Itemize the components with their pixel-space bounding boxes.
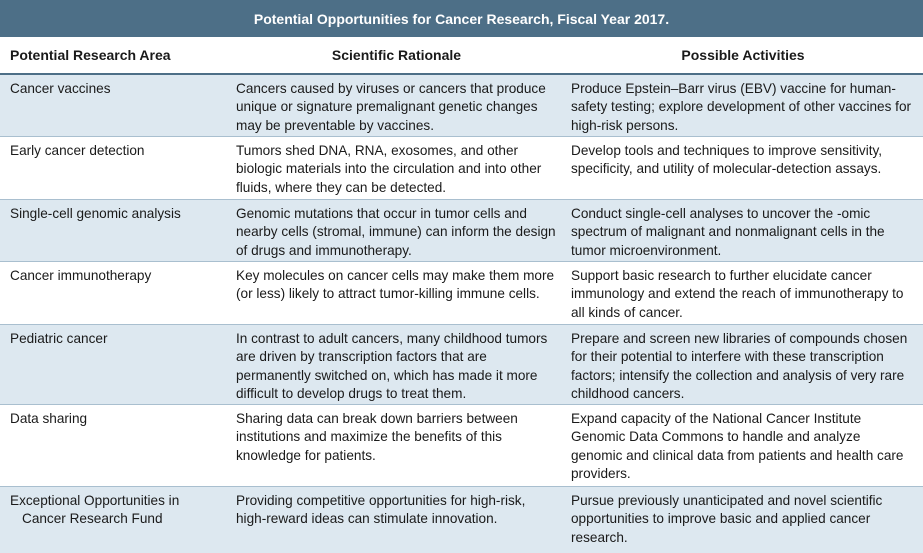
table-row: Cancer vaccines Cancers caused by viruse… [0, 75, 923, 137]
activities-cell: Support basic research to further elucid… [571, 268, 904, 320]
rationale-cell: Cancers caused by viruses or cancers tha… [236, 81, 546, 133]
table-row: Pediatric cancer In contrast to adult ca… [0, 325, 923, 405]
research-area-cell: Pediatric cancer [10, 331, 108, 346]
research-area-cell: Exceptional Opportunities in Cancer Rese… [10, 493, 180, 527]
rationale-cell: Sharing data can break down barriers bet… [236, 411, 518, 463]
table-row: Data sharing Sharing data can break down… [0, 405, 923, 487]
table-header: Potential Research Area Scientific Ratio… [0, 37, 923, 75]
activities-cell: Prepare and screen new libraries of comp… [571, 331, 908, 401]
research-area-cell: Early cancer detection [10, 143, 145, 158]
activities-cell: Expand capacity of the National Cancer I… [571, 411, 904, 481]
activities-cell: Produce Epstein–Barr virus (EBV) vaccine… [571, 81, 912, 133]
activities-cell: Pursue previously unanticipated and nove… [571, 493, 883, 545]
table-row: Single-cell genomic analysis Genomic mut… [0, 200, 923, 262]
table-row: Early cancer detection Tumors shed DNA, … [0, 137, 923, 200]
rationale-cell: Genomic mutations that occur in tumor ce… [236, 206, 556, 258]
rationale-cell: Key molecules on cancer cells may make t… [236, 268, 555, 302]
header-research-area: Potential Research Area [10, 47, 171, 63]
activities-cell: Develop tools and techniques to improve … [571, 143, 883, 177]
activities-cell: Conduct single-cell analyses to uncover … [571, 206, 885, 258]
rationale-cell: Tumors shed DNA, RNA, exosomes, and othe… [236, 143, 542, 195]
header-scientific-rationale: Scientific Rationale [331, 47, 462, 63]
rationale-cell: In contrast to adult cancers, many child… [236, 331, 548, 401]
rationale-cell: Providing competitive opportunities for … [236, 493, 526, 527]
research-area-cell: Cancer vaccines [10, 81, 111, 96]
table-row: Exceptional Opportunities in Cancer Rese… [0, 487, 923, 553]
research-area-cell: Data sharing [10, 411, 88, 426]
header-possible-activities: Possible Activities [681, 47, 805, 63]
research-area-cell: Single-cell genomic analysis [10, 206, 181, 221]
table-title: Potential Opportunities for Cancer Resea… [0, 0, 923, 37]
research-area-cell: Cancer immunotherapy [10, 268, 152, 283]
table-row: Cancer immunotherapy Key molecules on ca… [0, 262, 923, 325]
